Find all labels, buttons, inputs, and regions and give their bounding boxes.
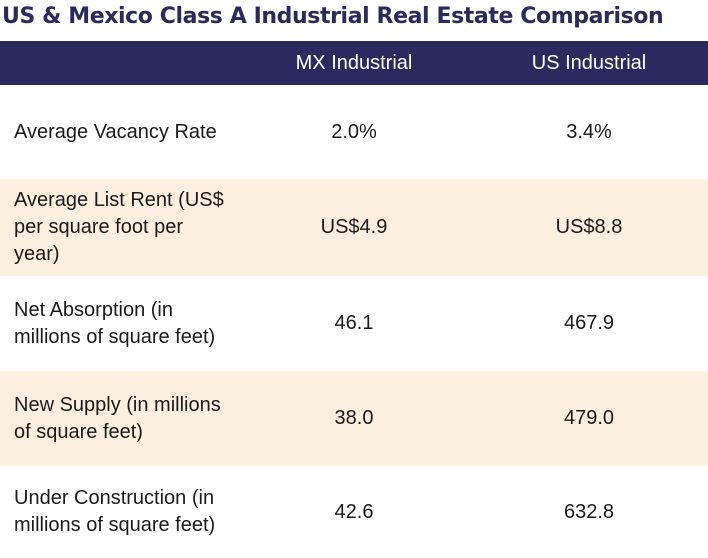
header-cell-us-industrial: US Industrial [531, 51, 647, 74]
row-label-net-absorption: Net Absorption (in millions of square fe… [14, 298, 216, 348]
table-row: New Supply (in millions of square feet) … [0, 371, 708, 466]
row-label-list-rent: Average List Rent (US$ per square foot p… [14, 189, 224, 265]
comparison-table: MX Industrial US Industrial Average Vaca… [0, 41, 708, 558]
row-label-under-construction: Under Construction (in millions of squar… [14, 487, 216, 536]
page-title: US & Mexico Class A Industrial Real Esta… [2, 4, 664, 29]
us-value-vacancy-rate: 3.4% [566, 120, 612, 143]
mx-value-vacancy-rate: 2.0% [331, 120, 377, 143]
header-cell-metric [0, 41, 238, 85]
row-label-new-supply: New Supply (in millions of square feet) [14, 393, 221, 443]
table-row: Average Vacancy Rate 2.0% 3.4% [0, 85, 708, 179]
us-value-net-absorption: 467.9 [563, 312, 615, 334]
table-header-row: MX Industrial US Industrial [0, 41, 708, 85]
us-value-list-rent: US$8.8 [555, 216, 623, 238]
us-value-new-supply: 479.0 [563, 407, 615, 429]
table-row: Under Construction (in millions of squar… [0, 466, 708, 558]
mx-value-net-absorption: 46.1 [334, 312, 374, 334]
table-row: Net Absorption (in millions of square fe… [0, 276, 708, 371]
mx-value-new-supply: 38.0 [334, 407, 374, 429]
us-value-under-construction: 632.8 [563, 500, 615, 523]
row-label-vacancy-rate: Average Vacancy Rate [14, 120, 217, 143]
header-cell-mx-industrial: MX Industrial [295, 51, 413, 74]
mx-value-list-rent: US$4.9 [320, 216, 388, 238]
table-row: Average List Rent (US$ per square foot p… [0, 179, 708, 276]
mx-value-under-construction: 42.6 [334, 500, 374, 523]
